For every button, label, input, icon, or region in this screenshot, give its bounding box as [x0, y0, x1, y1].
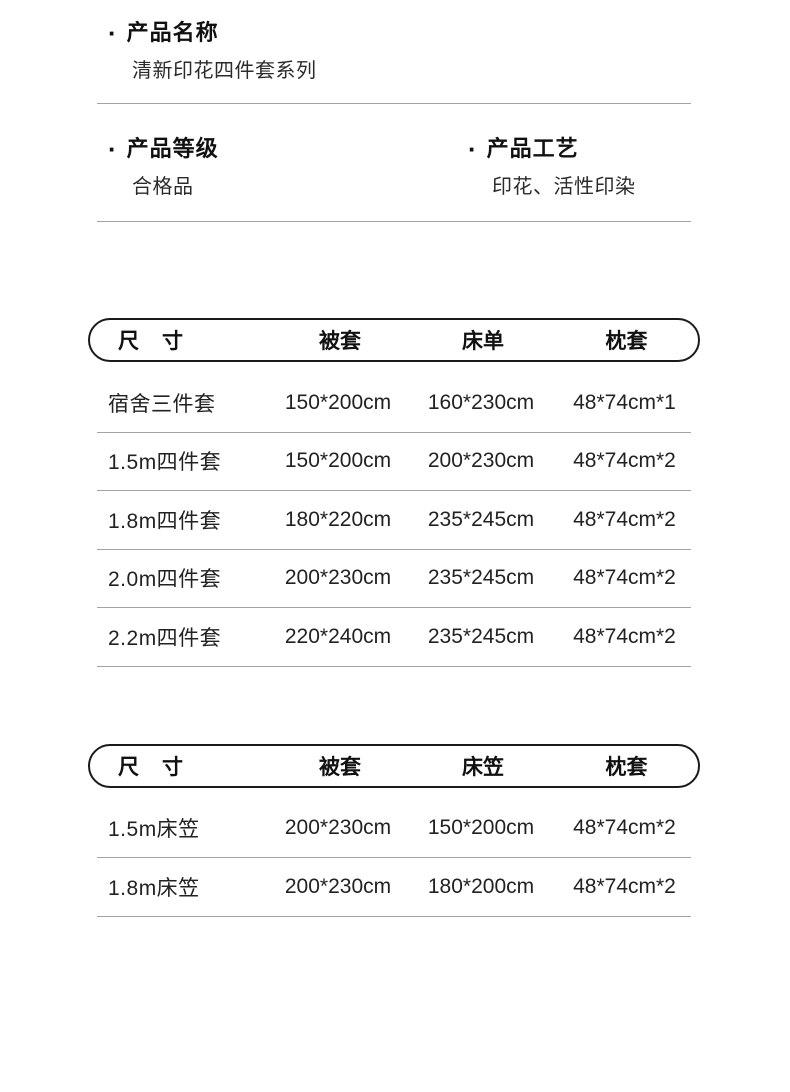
sheet-size: 235*245cm: [427, 566, 535, 590]
size-table-header: 尺 寸 被套 床笠 枕套: [88, 743, 700, 788]
sheet-size: 200*230cm: [427, 449, 535, 473]
pillow-size: 48*74cm*2: [573, 449, 676, 473]
pillow-size: 48*74cm*2: [573, 816, 676, 840]
product-craft-label: 产品工艺: [486, 136, 579, 161]
table-row: 1.8m床笠 200*230cm 180*200cm 48*74cm*2: [88, 858, 700, 916]
table-row: 1.5m床笠 200*230cm 150*200cm 48*74cm*2: [88, 800, 700, 858]
product-name-heading: · 产品名称: [88, 18, 700, 48]
header-cell-bed-sheet: 床单: [462, 330, 504, 353]
pillow-size: 48*74cm*2: [573, 566, 676, 590]
pillow-size: 48*74cm*1: [573, 390, 676, 414]
grade-craft-section: · 产品等级 合格品 · 产品工艺 印花、活性印染: [88, 134, 700, 198]
duvet-size: 180*220cm: [284, 507, 392, 531]
pillow-size: 48*74cm*2: [573, 624, 676, 648]
sheet-size: 235*245cm: [427, 624, 535, 648]
duvet-size: 150*200cm: [284, 390, 392, 414]
product-name-label: 产品名称: [126, 20, 219, 45]
row-label: 1.5m四件套: [108, 451, 222, 475]
table-row: 1.8m四件套 180*220cm 235*245cm 48*74cm*2: [88, 491, 700, 549]
product-craft-value: 印花、活性印染: [492, 176, 636, 198]
sheet-size: 235*245cm: [427, 507, 535, 531]
header-cell-duvet-cover: 被套: [319, 330, 361, 353]
bullet-dot-icon: ·: [108, 134, 118, 164]
row-divider: [97, 915, 691, 917]
header-cell-pillowcase: 枕套: [605, 755, 648, 779]
header-cell-duvet-cover: 被套: [319, 755, 361, 779]
product-name-value: 清新印花四件套系列: [132, 60, 317, 82]
table-row: 2.2m四件套 220*240cm 235*245cm 48*74cm*2: [88, 608, 700, 666]
row-label: 宿舍三件套: [108, 392, 216, 416]
product-craft-heading: · 产品工艺: [448, 134, 700, 164]
pillow-size: 48*74cm*2: [573, 874, 676, 898]
fitted-sheet-size: 180*200cm: [427, 874, 535, 898]
row-divider: [97, 490, 691, 491]
section-divider: [97, 221, 691, 222]
section-divider: [97, 103, 691, 104]
size-table-header: 尺 寸 被套 床单 枕套: [88, 318, 700, 362]
product-grade-value: 合格品: [132, 176, 194, 198]
product-grade-block: · 产品等级 合格品: [88, 134, 448, 198]
duvet-size: 200*230cm: [284, 874, 392, 898]
row-divider: [97, 665, 691, 667]
product-spec-sheet: · 产品名称 清新印花四件套系列 · 产品等级 合格品 · 产品工艺 印花、活性…: [88, 0, 700, 917]
table-row: 1.5m四件套 150*200cm 200*230cm 48*74cm*2: [88, 433, 700, 491]
pillow-size: 48*74cm*2: [573, 507, 676, 531]
row-label: 1.5m床笠: [108, 818, 200, 842]
row-divider: [97, 857, 691, 858]
duvet-size: 150*200cm: [284, 449, 392, 473]
sheet-size: 160*230cm: [427, 390, 535, 414]
product-grade-heading: · 产品等级: [88, 134, 448, 164]
header-cell-pillowcase: 枕套: [605, 330, 648, 353]
bullet-dot-icon: ·: [108, 18, 118, 48]
row-divider: [97, 548, 691, 550]
table-row: 宿舍三件套 150*200cm 160*230cm 48*74cm*1: [88, 374, 700, 432]
row-label: 1.8m四件套: [108, 509, 222, 533]
duvet-size: 200*230cm: [284, 816, 392, 840]
header-cell-fitted-sheet: 床笠: [462, 755, 504, 779]
row-label: 2.2m四件套: [108, 626, 222, 650]
row-divider: [97, 431, 691, 433]
row-divider: [97, 607, 691, 608]
duvet-size: 200*230cm: [284, 566, 392, 590]
row-label: 2.0m四件套: [108, 568, 222, 592]
size-table-body: 1.5m床笠 200*230cm 150*200cm 48*74cm*2 1.8…: [88, 800, 700, 917]
size-table-body: 宿舍三件套 150*200cm 160*230cm 48*74cm*1 1.5m…: [88, 374, 700, 667]
fitted-sheet-size: 150*200cm: [427, 816, 535, 840]
size-table-fitted: 尺 寸 被套 床笠 枕套 1.5m床笠 200*230cm 150*200cm …: [88, 743, 700, 917]
duvet-size: 220*240cm: [284, 624, 392, 648]
header-cell-size: 尺 寸: [118, 755, 184, 779]
bullet-dot-icon: ·: [468, 134, 478, 164]
header-cell-size: 尺 寸: [118, 330, 184, 353]
size-table-sets: 尺 寸 被套 床单 枕套 宿舍三件套 150*200cm 160*230cm 4…: [88, 318, 700, 667]
row-label: 1.8m床笠: [108, 876, 200, 900]
table-row: 2.0m四件套 200*230cm 235*245cm 48*74cm*2: [88, 550, 700, 608]
product-name-section: · 产品名称 清新印花四件套系列: [88, 18, 700, 82]
product-grade-label: 产品等级: [126, 136, 219, 161]
product-craft-block: · 产品工艺 印花、活性印染: [448, 134, 700, 198]
